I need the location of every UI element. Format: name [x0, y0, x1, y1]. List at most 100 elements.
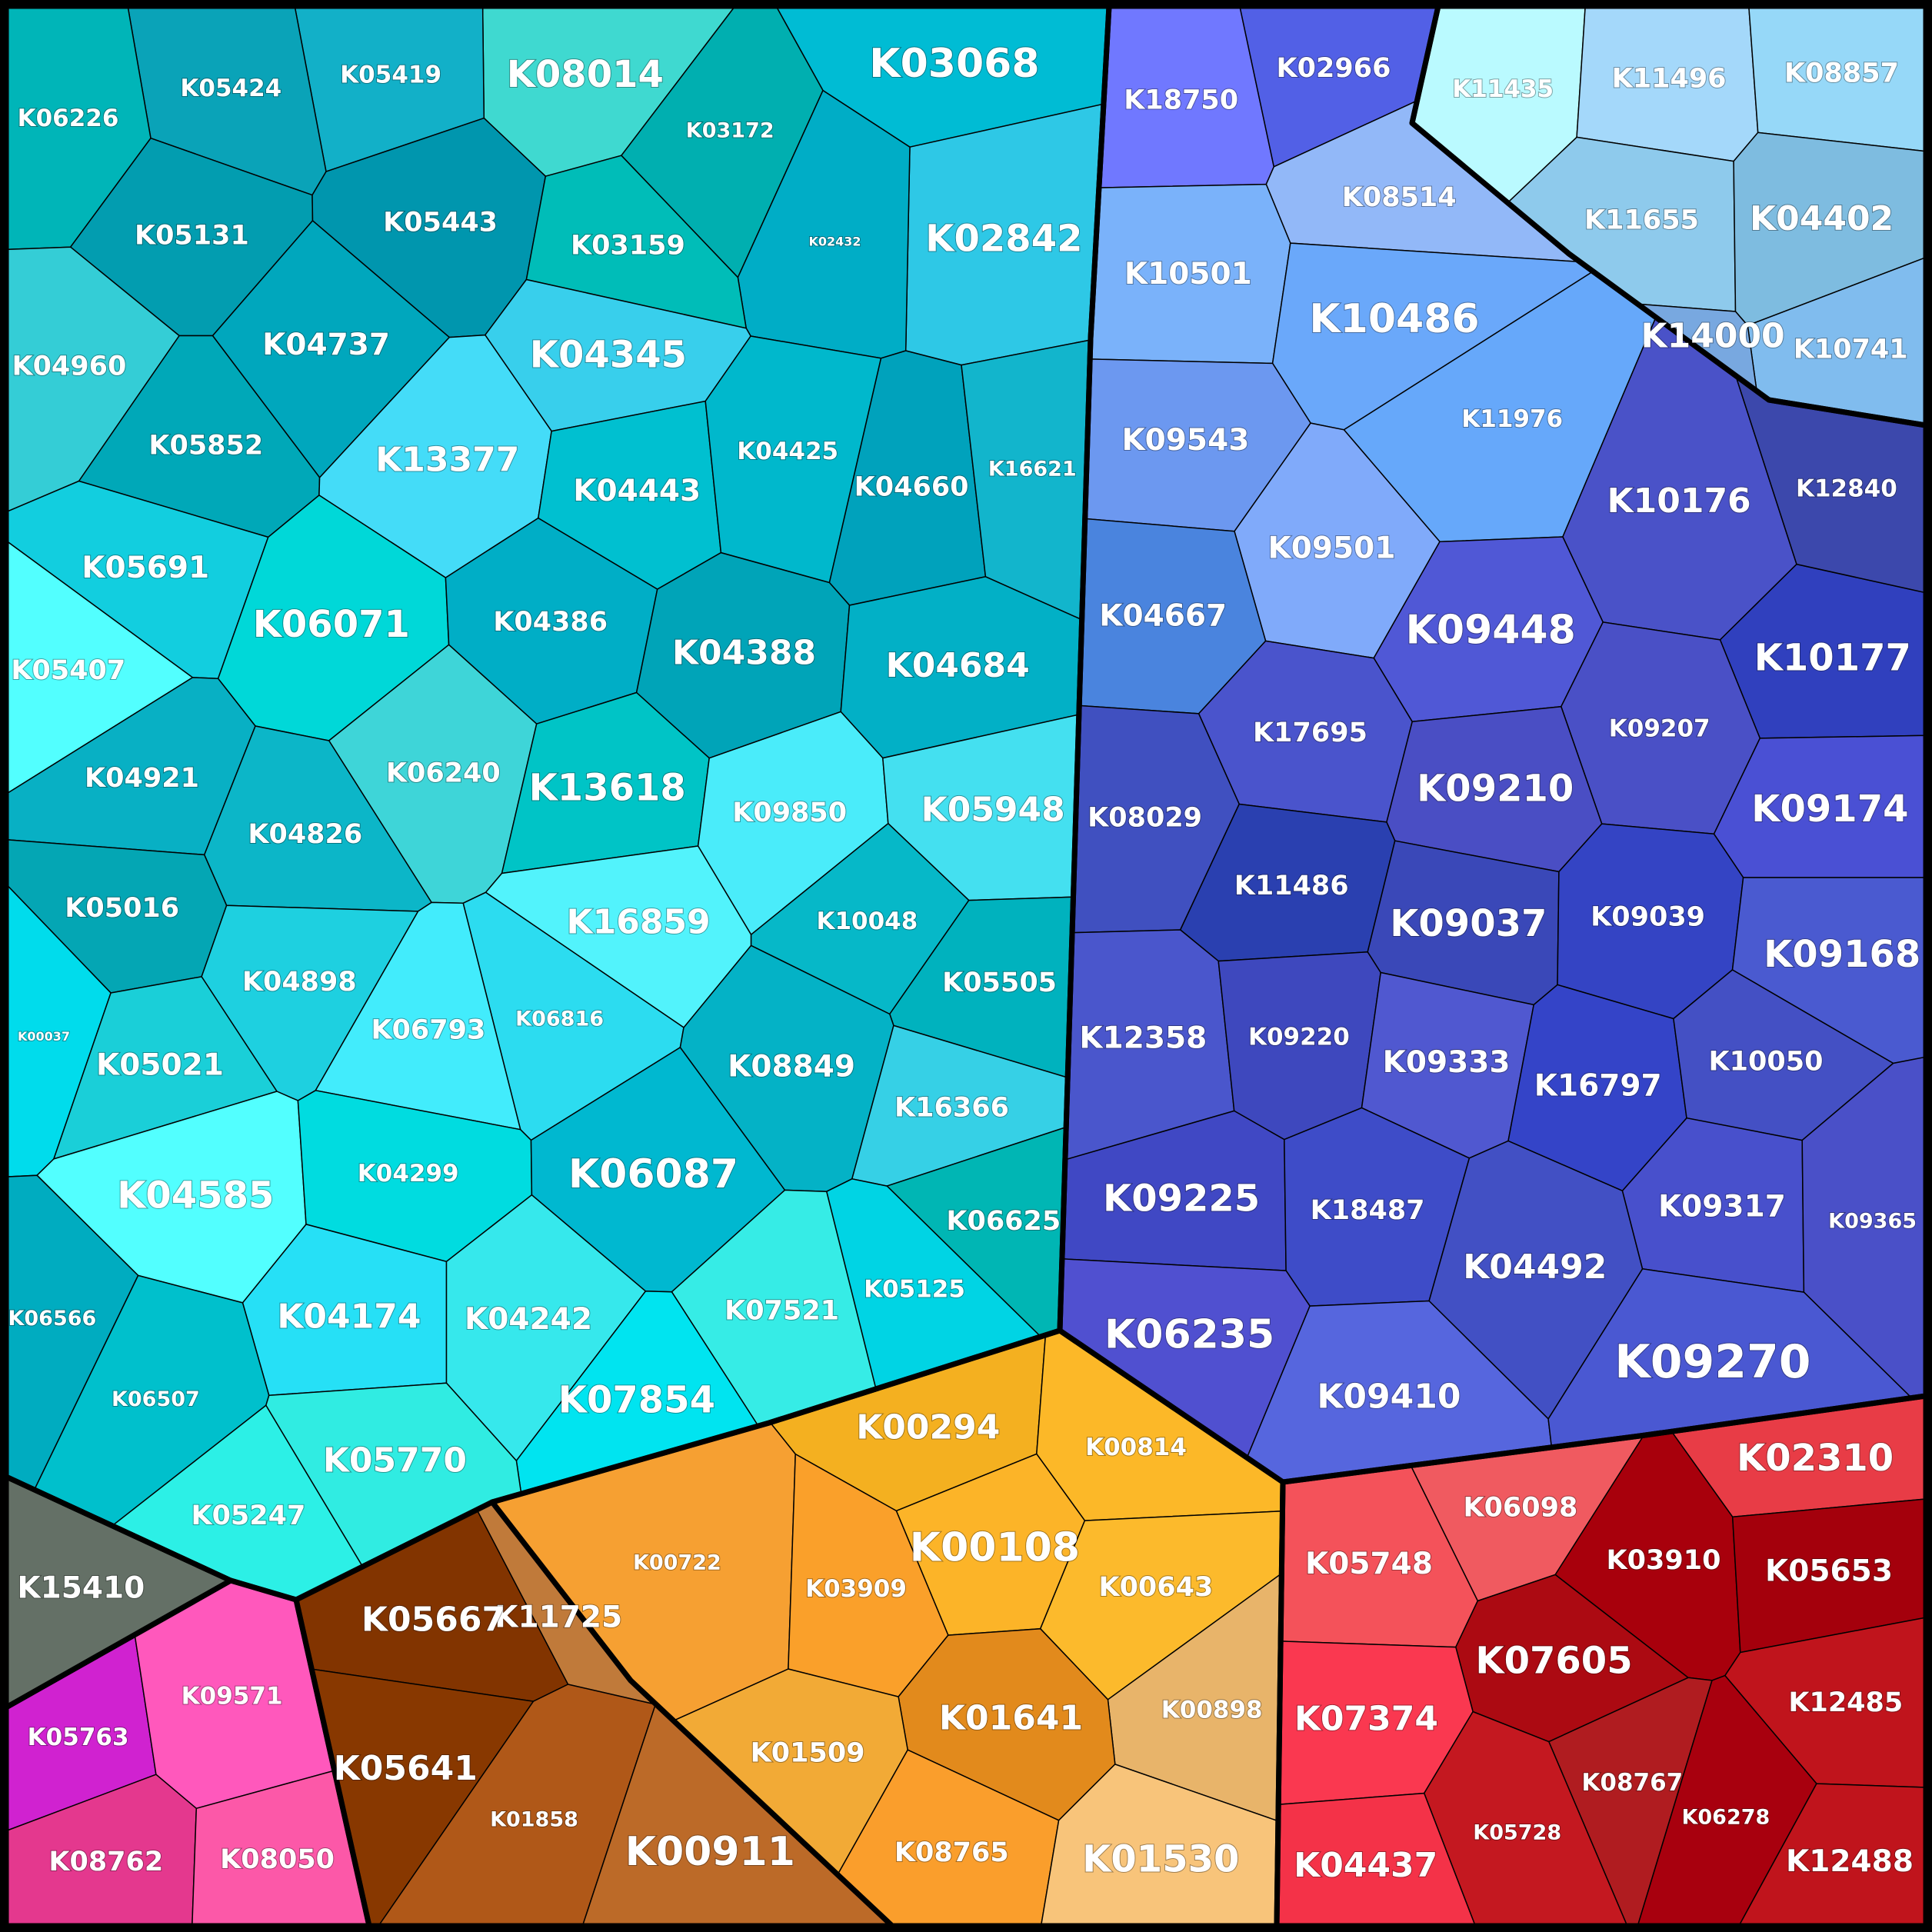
label-k02310: K02310 [1737, 1437, 1894, 1480]
label-k12488: K12488 [1786, 1844, 1914, 1879]
label-k05443: K05443 [383, 207, 498, 238]
label-k09220: K09220 [1248, 1023, 1350, 1051]
label-k01509: K01509 [751, 1738, 865, 1769]
label-k05691: K05691 [82, 551, 209, 585]
label-k04388: K04388 [672, 633, 816, 672]
label-k08767: K08767 [1581, 1769, 1683, 1797]
label-k08029: K08029 [1088, 803, 1202, 834]
label-k09410: K09410 [1317, 1377, 1461, 1416]
label-k09037: K09037 [1390, 902, 1547, 945]
label-k04898: K04898 [242, 967, 357, 998]
label-k13618: K13618 [529, 767, 686, 810]
label-k09207: K09207 [1609, 715, 1710, 742]
label-k00898: K00898 [1161, 1697, 1263, 1724]
label-k09850: K09850 [732, 798, 847, 828]
label-k01641: K01641 [939, 1699, 1083, 1738]
label-k05419: K05419 [340, 61, 441, 88]
label-k06087: K06087 [568, 1151, 738, 1198]
label-k15410: K15410 [17, 1571, 145, 1606]
label-k04345: K04345 [530, 333, 687, 376]
label-k03909: K03909 [805, 1575, 907, 1603]
label-k11976: K11976 [1461, 405, 1563, 433]
label-k04492: K04492 [1463, 1247, 1607, 1287]
label-k05948: K05948 [921, 791, 1065, 830]
label-k06566: K06566 [8, 1307, 96, 1331]
label-k08765: K08765 [894, 1837, 1009, 1868]
label-k09501: K09501 [1268, 531, 1396, 566]
label-k05424: K05424 [180, 75, 281, 102]
label-k04443: K04443 [573, 474, 701, 508]
label-k08849: K08849 [728, 1050, 855, 1084]
label-k17695: K17695 [1253, 718, 1367, 748]
label-k07521: K07521 [724, 1296, 839, 1327]
label-k09270: K09270 [1614, 1335, 1810, 1389]
label-k04921: K04921 [85, 763, 199, 794]
label-k09174: K09174 [1751, 788, 1908, 831]
label-k03159: K03159 [571, 231, 685, 261]
label-k10048: K10048 [816, 908, 918, 935]
label-k01530: K01530 [1082, 1837, 1239, 1880]
label-k04684: K04684 [886, 646, 1030, 685]
label-k04174: K04174 [277, 1297, 421, 1336]
label-k08514: K08514 [1342, 182, 1457, 213]
label-k04826: K04826 [248, 819, 362, 850]
label-k05505: K05505 [942, 968, 1057, 998]
label-k04737: K04737 [262, 328, 390, 362]
label-k12840: K12840 [1796, 475, 1897, 502]
label-k09448: K09448 [1406, 607, 1576, 653]
label-k09333: K09333 [1383, 1045, 1511, 1080]
label-k06278: K06278 [1681, 1805, 1770, 1829]
label-k04425: K04425 [737, 438, 838, 465]
label-k06226: K06226 [18, 105, 119, 132]
label-k13377: K13377 [375, 441, 519, 480]
label-k02966: K02966 [1277, 53, 1391, 84]
label-k05770: K05770 [323, 1441, 467, 1481]
label-k05641: K05641 [334, 1749, 478, 1788]
label-k05247: K05247 [191, 1501, 305, 1531]
label-k09571: K09571 [182, 1683, 283, 1710]
label-k14000: K14000 [1641, 317, 1785, 356]
label-k05653: K05653 [1765, 1554, 1893, 1589]
label-k16621: K16621 [988, 458, 1077, 481]
cells-layer [5, 5, 1927, 1927]
label-k05021: K05021 [96, 1048, 224, 1083]
label-k18750: K18750 [1124, 85, 1238, 116]
label-k00911: K00911 [625, 1829, 795, 1875]
label-k05728: K05728 [1473, 1821, 1561, 1845]
label-k05852: K05852 [148, 431, 263, 461]
label-k04660: K04660 [854, 472, 969, 503]
label-k08014: K08014 [507, 53, 664, 96]
label-k10176: K10176 [1607, 481, 1751, 521]
label-k05016: K05016 [65, 893, 179, 924]
label-k05667: K05667 [361, 1601, 505, 1640]
labels-layer: K03068 K08014 K02842 K05419 K05424 K06226 K031… [7, 40, 1921, 1886]
label-k00722: K00722 [633, 1551, 721, 1575]
label-k16859: K16859 [567, 903, 711, 942]
label-k04386: K04386 [493, 607, 608, 638]
label-k10050: K10050 [1709, 1047, 1824, 1078]
label-k06507: K06507 [112, 1387, 200, 1411]
label-k08762: K08762 [48, 1847, 163, 1877]
label-k03910: K03910 [1607, 1545, 1721, 1576]
label-k16797: K16797 [1534, 1068, 1662, 1103]
label-k02432: K02432 [808, 235, 861, 249]
label-k10177: K10177 [1754, 637, 1911, 680]
label-k04242: K04242 [465, 1302, 592, 1337]
label-k04402: K04402 [1750, 199, 1894, 238]
label-k06235: K06235 [1104, 1312, 1274, 1358]
label-k03068: K03068 [869, 41, 1039, 87]
label-k11725: K11725 [495, 1600, 622, 1634]
label-k07854: K07854 [558, 1378, 715, 1421]
label-k09317: K09317 [1658, 1190, 1786, 1224]
label-k09168: K09168 [1764, 933, 1920, 976]
label-k02842: K02842 [925, 218, 1082, 261]
label-k04960: K04960 [12, 351, 126, 382]
label-k06816: K06816 [515, 1008, 604, 1031]
label-k01858: K01858 [490, 1808, 578, 1832]
label-k05763: K05763 [28, 1724, 129, 1751]
label-k03172: K03172 [686, 119, 774, 143]
label-k06240: K06240 [386, 758, 501, 789]
label-k00294: K00294 [856, 1407, 1000, 1447]
